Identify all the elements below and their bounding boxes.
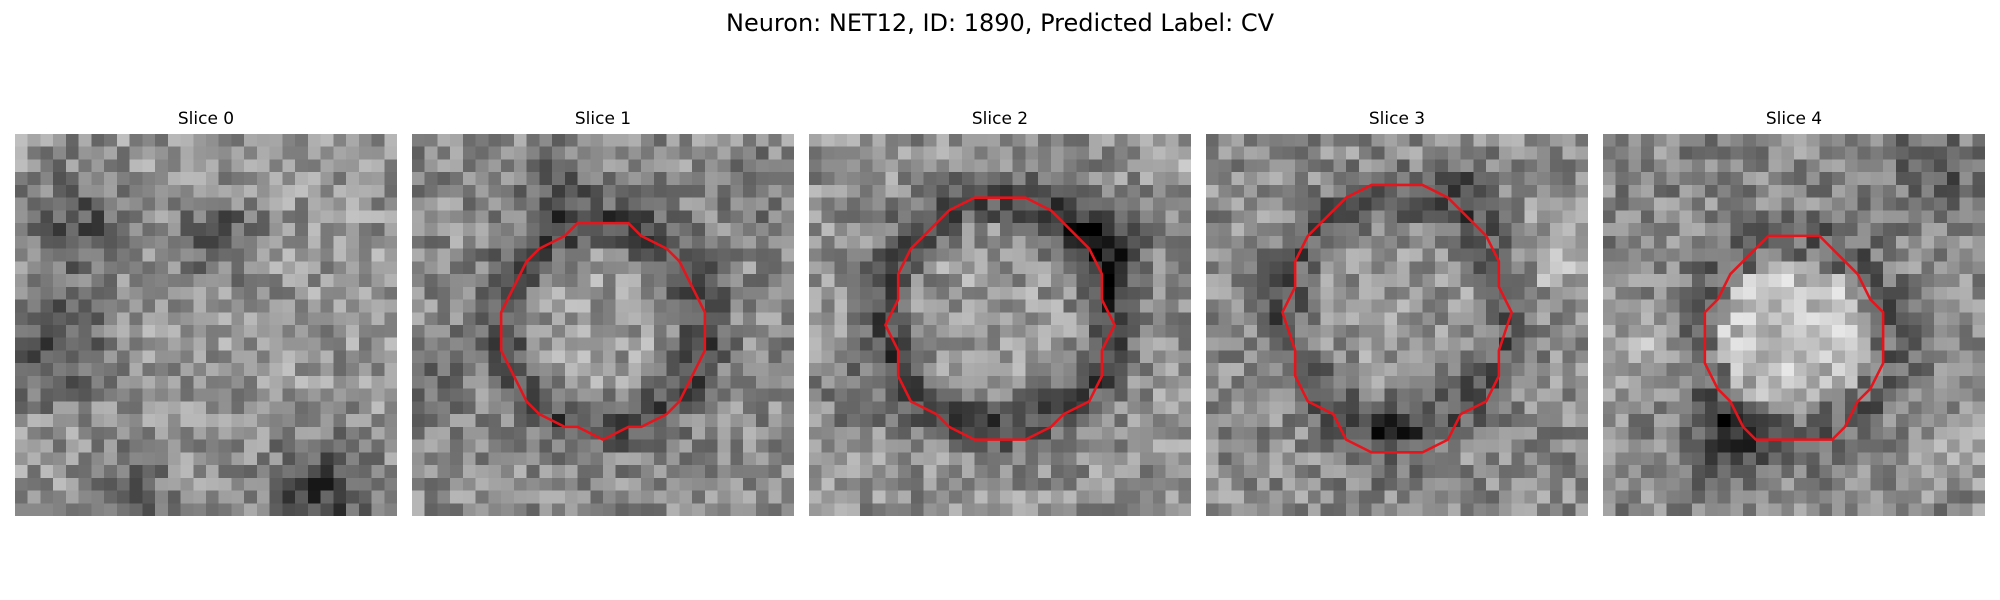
contour-outline-4: [1703, 234, 1885, 441]
slice-image-4: [1603, 134, 1985, 516]
slice-title-3: Slice 3: [1368, 109, 1426, 129]
slice-image-0: [15, 134, 397, 516]
contour-outline-1: [499, 221, 707, 441]
slice-title-4: Slice 4: [1765, 109, 1823, 129]
contour-outline-2: [884, 196, 1116, 441]
slice-title-0: Slice 0: [177, 109, 235, 129]
slice-image-1: [412, 134, 794, 516]
slice-image-3: [1206, 134, 1588, 516]
figure-title: Neuron: NET12, ID: 1890, Predicted Label…: [726, 9, 1274, 37]
contour-outline-3: [1281, 183, 1513, 454]
slice-image-2: [809, 134, 1191, 516]
slice-title-2: Slice 2: [971, 109, 1029, 129]
slice-title-1: Slice 1: [574, 109, 632, 129]
